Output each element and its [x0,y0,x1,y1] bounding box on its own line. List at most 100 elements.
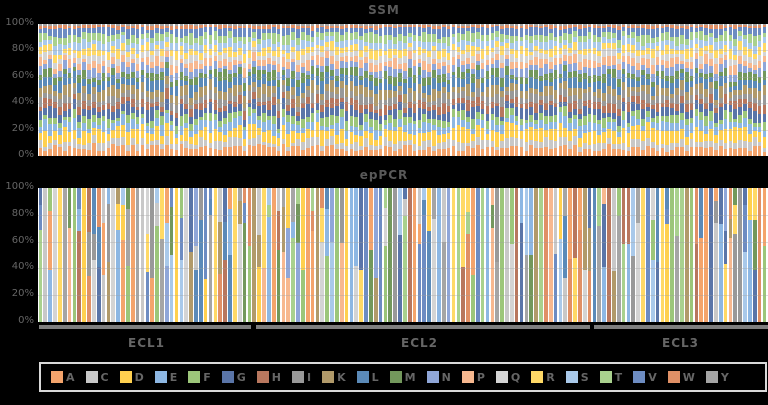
bar [53,188,57,322]
bar [646,24,650,156]
bar [121,24,125,156]
bar [174,24,179,156]
bar [407,188,412,322]
bar [247,24,252,156]
bar [223,188,227,322]
legend-swatch [461,371,474,383]
bar [607,188,611,322]
bar [699,188,704,322]
y-tick-label: 20% [11,288,34,300]
bar [301,24,305,156]
bar [519,24,524,156]
bar [665,188,670,322]
bar [733,188,738,322]
bar [43,188,48,322]
bar [237,24,242,156]
legend-item-Y: Y [705,370,729,384]
bar [723,188,728,322]
legend-item-E: E [154,371,177,384]
bar [680,188,684,322]
bar [563,24,568,156]
bar [621,24,626,156]
bar [257,24,261,156]
bar [762,188,767,322]
bar [383,24,388,156]
bar [699,24,704,156]
bar [646,188,650,322]
legend-swatch [221,371,234,383]
legend-item-G: G [221,371,246,384]
bar [369,24,373,156]
bar [641,24,645,156]
bar [714,24,718,156]
legend-label: D [134,370,144,384]
bar [232,24,237,156]
bar [325,24,329,156]
bar [155,24,159,156]
bar [291,24,295,156]
bar [427,188,432,322]
bar [184,24,189,156]
legend-item-T: T [599,371,622,384]
bar [208,188,213,322]
bar [704,24,708,156]
bar [266,188,271,322]
legend-item-C: C [85,371,109,384]
bar [689,24,694,156]
bar [475,188,480,322]
bar [748,188,752,322]
bar [587,24,592,156]
bar [534,24,538,156]
bar [160,188,164,322]
bar [568,188,572,322]
bar [403,188,407,322]
bar [684,24,689,156]
bar [140,24,145,156]
bar [364,24,368,156]
bar [194,24,198,156]
legend-label: I [307,370,312,384]
bar [53,24,57,156]
bar [602,188,606,322]
bar [490,188,495,322]
legend-swatch [322,371,335,383]
bar [446,24,451,156]
bar [184,188,189,322]
bar [296,188,300,322]
bar [762,24,767,156]
group-label-ecl3: ECL3 [662,336,699,350]
legend-label: Y [720,370,729,384]
legend-swatch [356,371,369,383]
legend-item-K: K [322,371,346,384]
bar [539,188,543,322]
y-tick-label: 20% [11,122,34,134]
bar [500,188,504,322]
y-tick-label: 100% [5,181,34,192]
bar [485,188,490,322]
bar [301,188,305,322]
bar [82,188,86,322]
legend-item-F: F [188,371,211,384]
bar [330,24,334,156]
bar [573,24,577,156]
y-tick-label: 60% [11,234,34,246]
bar [403,24,407,156]
bar [349,24,354,156]
bar [121,188,125,322]
legend-swatch [292,371,305,383]
bar [612,24,616,156]
bar [354,188,359,322]
bar [208,24,213,156]
bar [553,24,558,156]
bar [82,24,86,156]
bar [43,24,48,156]
bar [335,188,339,322]
bar [422,24,427,156]
bar [296,24,300,156]
bar [373,188,378,322]
bar [587,188,592,322]
bar [412,24,417,156]
bar [335,24,339,156]
bar [72,24,77,156]
bar [616,24,621,156]
